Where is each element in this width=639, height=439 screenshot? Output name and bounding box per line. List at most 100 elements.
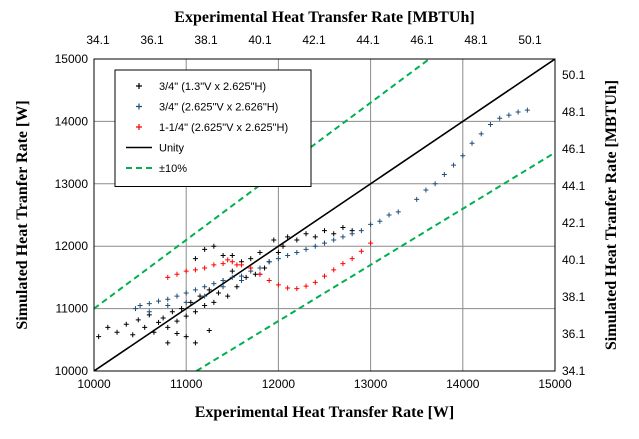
tick-labels: 10000 11000 12000 13000 14000 15000 10000 11000… bbox=[55, 33, 586, 391]
series-2-point-6 bbox=[220, 261, 226, 267]
series-0-point-12 bbox=[169, 309, 175, 315]
series-0-point-4 bbox=[130, 332, 136, 338]
series-1-point-14 bbox=[257, 265, 263, 271]
series-2-point-8 bbox=[239, 262, 245, 268]
series-1-point-11 bbox=[229, 274, 235, 280]
y2-tick-label: 44.1 bbox=[562, 179, 586, 193]
series-1-point-7 bbox=[192, 287, 198, 293]
x-axis-title: Experimental Heat Transfer Rate [W] bbox=[195, 404, 455, 421]
y2-axis-title: Simulated Heat Tranfer Rate [MBTUh] bbox=[603, 80, 620, 350]
plot-frame bbox=[93, 58, 556, 372]
series-0-point-8 bbox=[151, 329, 157, 335]
series-1-point-35 bbox=[460, 153, 466, 159]
series-1-point-33 bbox=[441, 171, 447, 177]
series-0-point-30 bbox=[252, 271, 258, 277]
series-0-point-35 bbox=[275, 249, 281, 255]
series-1-point-44 bbox=[165, 302, 171, 308]
series-0-point-46 bbox=[202, 246, 208, 252]
y-tick-label: 10000 bbox=[55, 364, 89, 378]
x2-tick-label: 36.1 bbox=[140, 33, 164, 47]
series-0-point-11 bbox=[165, 324, 171, 330]
series-0-point-41 bbox=[322, 228, 327, 234]
series-2-point-7 bbox=[229, 259, 235, 265]
series-0-point-51 bbox=[183, 334, 189, 340]
data-points bbox=[96, 107, 530, 346]
series-0-point-34 bbox=[271, 237, 277, 243]
series-1-point-30 bbox=[414, 196, 420, 202]
series-2-point-13 bbox=[285, 285, 291, 291]
series-1-point-27 bbox=[377, 218, 383, 224]
series-1-point-16 bbox=[275, 256, 281, 262]
series-1-point-20 bbox=[312, 243, 318, 249]
series-1-point-1 bbox=[137, 302, 143, 308]
series-0-point-50 bbox=[206, 327, 212, 333]
series-1-point-0 bbox=[132, 306, 138, 312]
series-2-point-21 bbox=[358, 248, 364, 254]
y2-tick-label: 38.1 bbox=[562, 290, 586, 304]
series-0-point-45 bbox=[192, 256, 198, 262]
series-0-point-1 bbox=[105, 324, 111, 330]
x2-tick-label: 46.1 bbox=[410, 33, 434, 47]
y-axis-title: Simulated Heat Tranfer Rate [W] bbox=[14, 100, 31, 329]
series-2-point-5 bbox=[211, 262, 217, 268]
series-1-point-2 bbox=[146, 301, 152, 307]
series-1-point-4 bbox=[165, 296, 171, 302]
series-0-point-14 bbox=[179, 306, 185, 312]
series-2-point-18 bbox=[331, 267, 337, 273]
reference-line-0 bbox=[94, 59, 555, 371]
series-0-point-26 bbox=[234, 284, 240, 290]
series-2-point-14 bbox=[294, 286, 300, 292]
series-2-point-24 bbox=[234, 262, 240, 268]
series-2-point-10 bbox=[257, 271, 263, 277]
series-1-point-42 bbox=[524, 107, 530, 113]
series-1-point-38 bbox=[487, 122, 493, 128]
y2-tick-label: 48.1 bbox=[562, 105, 586, 119]
series-0-point-22 bbox=[215, 290, 221, 296]
series-0-point-20 bbox=[206, 287, 212, 293]
series-2-point-11 bbox=[266, 278, 272, 284]
x-tick-label: 15000 bbox=[538, 377, 572, 391]
series-1-point-12 bbox=[239, 273, 245, 279]
series-1-point-22 bbox=[331, 237, 337, 243]
series-0-point-42 bbox=[331, 231, 337, 237]
series-2-point-4 bbox=[202, 265, 208, 271]
series-1-point-23 bbox=[340, 234, 346, 240]
series-0-point-2 bbox=[114, 329, 120, 335]
series-0-point-16 bbox=[188, 299, 194, 305]
series-0-point-47 bbox=[211, 243, 217, 249]
x2-tick-label: 48.1 bbox=[464, 33, 488, 47]
series-1-point-28 bbox=[386, 212, 392, 218]
series-1-point-31 bbox=[423, 187, 429, 193]
series-1-point-39 bbox=[497, 115, 503, 121]
series-1-point-45 bbox=[183, 299, 189, 305]
series-0-point-10 bbox=[160, 315, 166, 321]
y-tick-label: 15000 bbox=[55, 52, 89, 66]
series-2-point-12 bbox=[275, 282, 281, 288]
series-1-point-17 bbox=[285, 253, 291, 259]
series-2-point-22 bbox=[368, 240, 374, 246]
series-0-point-17 bbox=[192, 309, 198, 315]
series-0-point-52 bbox=[165, 340, 171, 346]
series-0-point-18 bbox=[197, 293, 203, 299]
y-tick-label: 12000 bbox=[55, 239, 89, 253]
series-2-point-9 bbox=[248, 265, 254, 271]
x2-tick-label: 38.1 bbox=[194, 33, 218, 47]
y2-tick-label: 40.1 bbox=[562, 253, 586, 267]
series-2-point-23 bbox=[225, 257, 231, 263]
series-1-point-48 bbox=[239, 278, 245, 284]
y2-tick-label: 34.1 bbox=[562, 364, 586, 378]
reference-lines bbox=[94, 59, 555, 371]
y2-tick-label: 46.1 bbox=[562, 142, 586, 156]
series-0-point-39 bbox=[303, 231, 309, 237]
series-1-point-41 bbox=[515, 109, 521, 115]
series-1-point-43 bbox=[146, 309, 152, 315]
legend-marker-1 bbox=[136, 103, 142, 110]
series-1-point-5 bbox=[174, 293, 180, 299]
series-1-point-40 bbox=[506, 112, 512, 118]
series-0-point-21 bbox=[211, 299, 217, 305]
series-0-point-49 bbox=[229, 253, 235, 259]
series-2-point-2 bbox=[183, 268, 189, 274]
series-2-point-15 bbox=[303, 283, 309, 289]
